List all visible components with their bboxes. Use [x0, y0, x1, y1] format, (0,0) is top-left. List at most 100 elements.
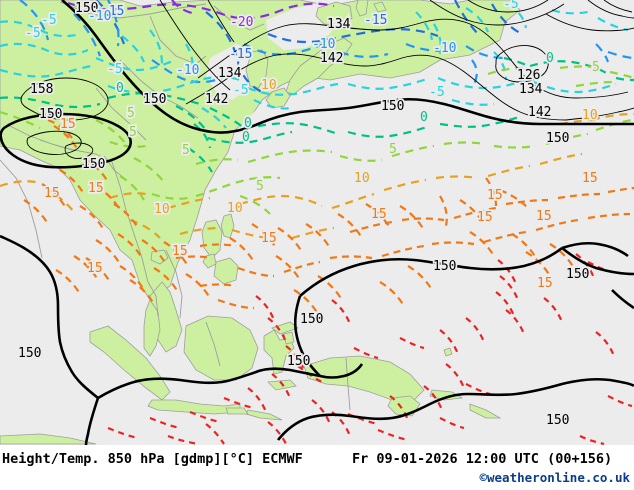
temp-contour-label: 15 — [582, 171, 598, 186]
temp-contour-label: 15 — [487, 188, 503, 203]
height-contour-150-bottomright — [276, 377, 634, 441]
temp-contour-label: 0 — [242, 130, 250, 145]
height-contour-label: 150 — [143, 92, 166, 107]
height-contour-150-south-a — [299, 246, 563, 297]
temp-contour-label: 10 — [227, 201, 243, 216]
temp-contour-label: -5 — [429, 85, 445, 100]
temp-contour-label-halo: 5 — [127, 106, 135, 121]
temp-contour-label-halo: 15 — [477, 210, 493, 225]
height-contour-label-halo: 150 — [287, 354, 310, 369]
temp-contour-label-halo: 15 — [87, 261, 103, 276]
map-canvas[interactable]: 150 150 158 158 150 150 150 150 134 134 142 142 134 1… — [0, 0, 634, 445]
height-contour-label: 150 — [287, 354, 310, 369]
height-contour-upper2 — [467, 0, 549, 13]
height-contour-label-halo: 142 — [205, 92, 228, 107]
temp-contour-label-halo: 0 — [116, 81, 124, 96]
footer-bar: Height/Temp. 850 hPa [gdmp][°C] ECMWF Fr… — [0, 445, 634, 490]
temp-contour-label-halo: 15 — [88, 181, 104, 196]
temp-contour-label-halo: -20 — [230, 15, 253, 30]
height-contour-134 — [197, 18, 629, 99]
height-contour-label-halo: 150 — [39, 107, 62, 122]
temp-contour-label: 10 — [261, 78, 277, 93]
temp-contour-label-halo: -5 — [107, 62, 123, 77]
height-contour-label: 134 — [519, 82, 543, 97]
temp-contour-label: 5 — [389, 142, 397, 157]
land-malay-peninsula — [143, 299, 161, 357]
temp-contour-label-halo: -5 — [233, 83, 249, 98]
border-thai — [147, 281, 159, 317]
temp-contour-label-halo: -10 — [88, 9, 111, 24]
temp-contour-label: -10 — [433, 41, 456, 56]
height-contour-label-halo: 150 — [75, 1, 98, 16]
temp-contour-label-halo: 5 — [592, 60, 600, 75]
temp-contour-label-halo: 0 — [244, 116, 252, 131]
height-contour-label: 150 — [433, 259, 456, 274]
sea-yellow — [206, 44, 262, 100]
land-sumatra — [89, 325, 171, 401]
temp-contour-label-halo: 0 — [420, 110, 428, 125]
height-contour-label-halo: 150 — [546, 413, 569, 428]
height-contour-upper3 — [587, 0, 634, 19]
height-contour-158 — [20, 77, 109, 121]
height-contour-150-south-d — [97, 367, 321, 400]
height-contour-142b — [565, 107, 634, 121]
chart-title: Height/Temp. 850 hPa [gdmp][°C] ECMWF — [2, 451, 303, 467]
border-china-inner — [119, 59, 199, 119]
temp-contour-label-halo: 15 — [537, 276, 553, 291]
height-contour-label-halo: 150 — [546, 131, 569, 146]
height-contour-label-halo: 150 — [82, 157, 105, 172]
temp-contour-label-halo: -15 — [364, 13, 387, 28]
temp-contour-label: -5 — [233, 83, 249, 98]
height-contour-label-halo: 150 — [300, 312, 323, 327]
height-contour-150-tibet-inner — [26, 130, 82, 155]
land-island-halmahera — [283, 331, 295, 345]
temp-contour-label: -20 — [230, 15, 253, 30]
height-contour-label-halo: 150 — [566, 267, 589, 282]
height-contour-150-main — [61, 0, 634, 134]
height-contour-label-halo: 150 — [433, 259, 456, 274]
temp-contour-label-halo: 10 — [354, 171, 370, 186]
height-contour-label-halo: 134 — [519, 82, 543, 97]
temp-contour-5 — [0, 65, 634, 215]
copyright-link[interactable]: ©weatheronline.co.uk — [479, 470, 630, 485]
temp-contour-label-halo: 10 — [261, 78, 277, 93]
temp-contour-label-halo: 15 — [487, 188, 503, 203]
temp-contour-label: 5 — [182, 143, 190, 158]
temp-contour-label-halo: -5 — [429, 85, 445, 100]
temp-contour-label: 15 — [261, 231, 277, 246]
land-borneo — [183, 315, 259, 381]
temp-contour-label-halo: -5 — [503, 0, 519, 12]
temp-label-layer: -15-15-10-10-5-5-5-5-5-500-20-20-15-15-1… — [23, 0, 601, 293]
valid-time: Fr 09-01-2026 12:00 UTC (00+156) — [352, 451, 613, 467]
temp-contour-label: -5 — [503, 0, 519, 12]
temp-contour-label-halo: -10 — [433, 41, 456, 56]
height-contour-label-halo: 142 — [528, 105, 551, 120]
temp-contour-label: 5 — [256, 179, 264, 194]
land-island-kuril — [373, 1, 387, 13]
temp-contour-label: -5 — [25, 26, 41, 41]
temp-contour-0 — [0, 56, 634, 173]
temp-contour-label-halo: -5 — [41, 13, 57, 28]
temp-contour-label: -5 — [41, 13, 57, 28]
country-border-layer — [0, 1, 351, 411]
temp-contour-label-halo: 15 — [44, 186, 60, 201]
temperature-contour-layer — [0, 0, 634, 445]
land-island-flores — [225, 407, 249, 415]
height-contour-150-south-c — [293, 295, 321, 377]
temp-contour-label: 15 — [172, 244, 188, 259]
height-contour-150-tibet-inner2 — [64, 142, 94, 159]
temp-contour-label: -15 — [101, 4, 124, 19]
height-contour-label: 150 — [18, 346, 41, 361]
temp-contour-label: 15 — [477, 210, 493, 225]
temp-contour-label: -15 — [364, 13, 387, 28]
temp-contour-label: -10 — [312, 37, 335, 52]
temp-contour-label-halo: 15 — [536, 209, 552, 224]
temp-contour-label: 15 — [44, 186, 60, 201]
height-contour-ne1 — [159, 0, 231, 91]
temp-contour-label-halo: 15 — [582, 171, 598, 186]
height-contour-ne2 — [207, 0, 235, 43]
height-contour-upper1 — [429, 0, 565, 26]
height-contour-150-south-g — [84, 397, 100, 445]
height-contour-142 — [185, 53, 567, 121]
